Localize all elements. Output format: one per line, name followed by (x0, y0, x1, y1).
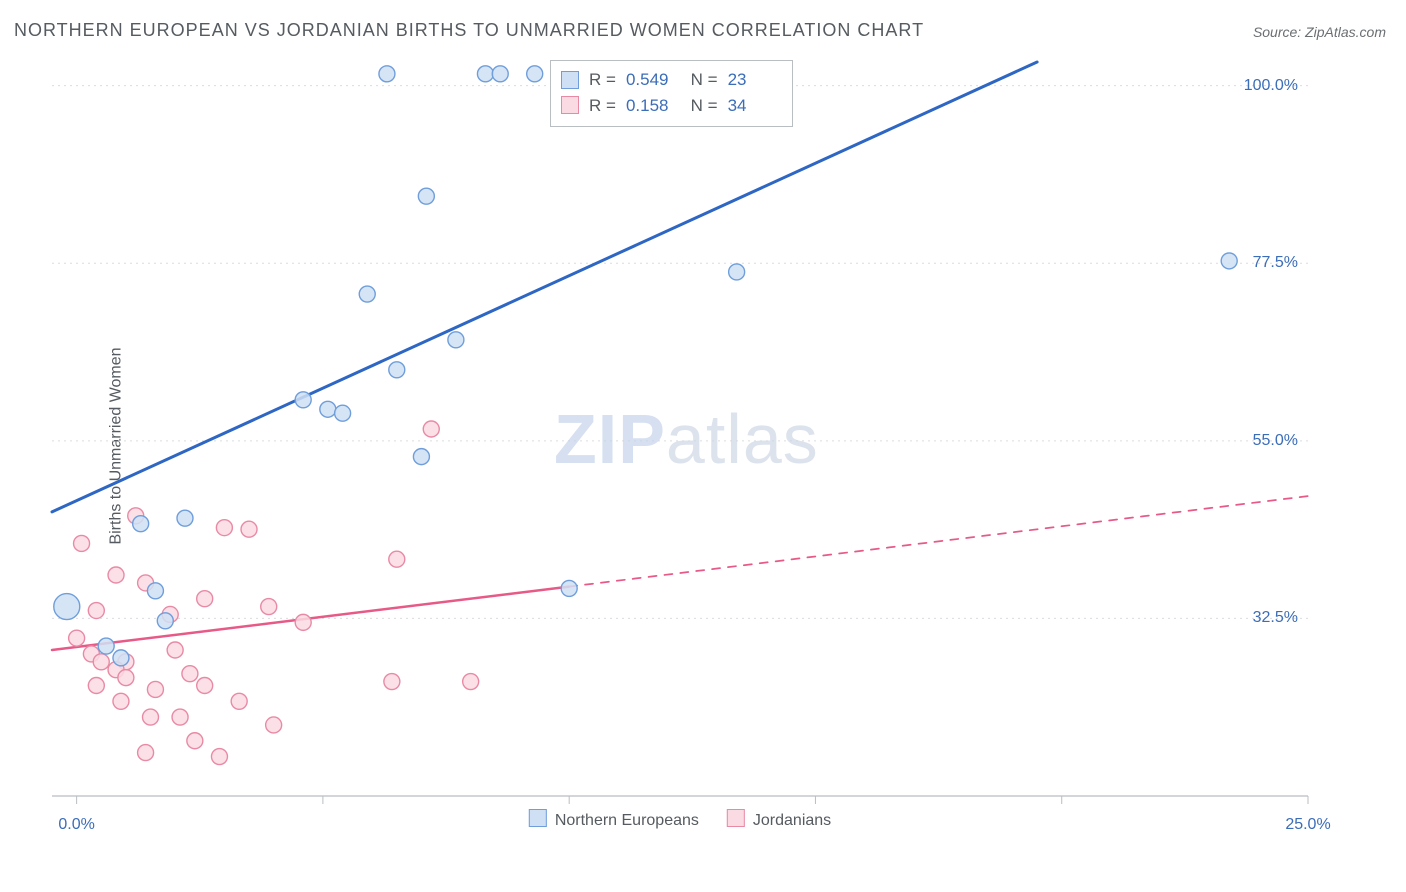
point-northern (418, 188, 434, 204)
point-jordanian (108, 567, 124, 583)
point-jordanian (187, 733, 203, 749)
point-northern (133, 516, 149, 532)
stats-r-label: R = (589, 67, 616, 93)
point-northern (320, 401, 336, 417)
point-jordanian (389, 551, 405, 567)
point-jordanian (88, 678, 104, 694)
chart-svg (50, 56, 1310, 836)
point-jordanian (167, 642, 183, 658)
point-northern (335, 405, 351, 421)
stats-n-value-northern: 23 (728, 67, 778, 93)
stats-n-label: N = (686, 93, 718, 119)
point-jordanian (147, 681, 163, 697)
point-jordanian (384, 674, 400, 690)
legend-item-jordanian: Jordanians (727, 809, 831, 830)
point-northern (359, 286, 375, 302)
chart-plot-area: ZIPatlas R =0.549 N =23R =0.158 N =34 No… (50, 56, 1310, 836)
point-jordanian (266, 717, 282, 733)
point-jordanian (74, 535, 90, 551)
point-northern (729, 264, 745, 280)
point-jordanian (295, 614, 311, 630)
legend-label-jordanian: Jordanians (753, 812, 831, 829)
point-jordanian (423, 421, 439, 437)
y-tick-label: 55.0% (1253, 432, 1298, 450)
point-northern (295, 392, 311, 408)
point-northern (54, 594, 80, 620)
point-jordanian (463, 674, 479, 690)
point-jordanian (197, 591, 213, 607)
correlation-stats-box: R = 0.549 N = 23 R = 0.158 N = 34 (550, 60, 793, 127)
stats-row-northern: R = 0.549 N = 23 (561, 67, 778, 93)
point-jordanian (69, 630, 85, 646)
point-northern (177, 510, 193, 526)
point-jordanian (197, 678, 213, 694)
y-tick-label: 100.0% (1244, 77, 1298, 95)
point-northern (527, 66, 543, 82)
x-tick-label: 25.0% (1285, 816, 1330, 834)
stats-n-label: N = (686, 67, 718, 93)
point-northern (379, 66, 395, 82)
y-tick-label: 77.5% (1253, 254, 1298, 272)
point-northern (561, 580, 577, 596)
point-jordanian (231, 693, 247, 709)
point-jordanian (241, 521, 257, 537)
point-northern (477, 66, 493, 82)
point-jordanian (261, 599, 277, 615)
point-northern (492, 66, 508, 82)
trendline-northern-solid (52, 62, 1037, 512)
chart-title: NORTHERN EUROPEAN VS JORDANIAN BIRTHS TO… (14, 20, 924, 41)
point-jordanian (118, 670, 134, 686)
stats-r-value-jordanian: 0.158 (626, 93, 676, 119)
point-northern (147, 583, 163, 599)
point-northern (1221, 253, 1237, 269)
x-tick-label: 0.0% (58, 816, 94, 834)
point-jordanian (113, 693, 129, 709)
stats-r-label: R = (589, 93, 616, 119)
point-northern (413, 449, 429, 465)
point-northern (448, 332, 464, 348)
y-tick-label: 32.5% (1253, 609, 1298, 627)
legend-label-northern: Northern Europeans (555, 812, 699, 829)
stats-r-value-northern: 0.549 (626, 67, 676, 93)
legend-swatch-northern (529, 809, 547, 827)
legend-swatch-jordanian (727, 809, 745, 827)
source-attribution: Source: ZipAtlas.com (1253, 24, 1386, 40)
point-jordanian (172, 709, 188, 725)
point-jordanian (88, 603, 104, 619)
stats-n-value-jordanian: 34 (728, 93, 778, 119)
point-jordanian (93, 654, 109, 670)
stats-swatch-northern (561, 71, 579, 89)
stats-swatch-jordanian (561, 96, 579, 114)
point-jordanian (182, 666, 198, 682)
point-northern (389, 362, 405, 378)
point-jordanian (211, 749, 227, 765)
legend-bottom: Northern Europeans Jordanians (529, 809, 831, 830)
stats-row-jordanian: R = 0.158 N = 34 (561, 93, 778, 119)
point-northern (98, 638, 114, 654)
point-northern (157, 613, 173, 629)
legend-item-northern: Northern Europeans (529, 809, 699, 830)
point-jordanian (143, 709, 159, 725)
point-jordanian (138, 745, 154, 761)
point-jordanian (216, 520, 232, 536)
trendline-jordanian-dashed (569, 496, 1308, 587)
point-northern (113, 650, 129, 666)
